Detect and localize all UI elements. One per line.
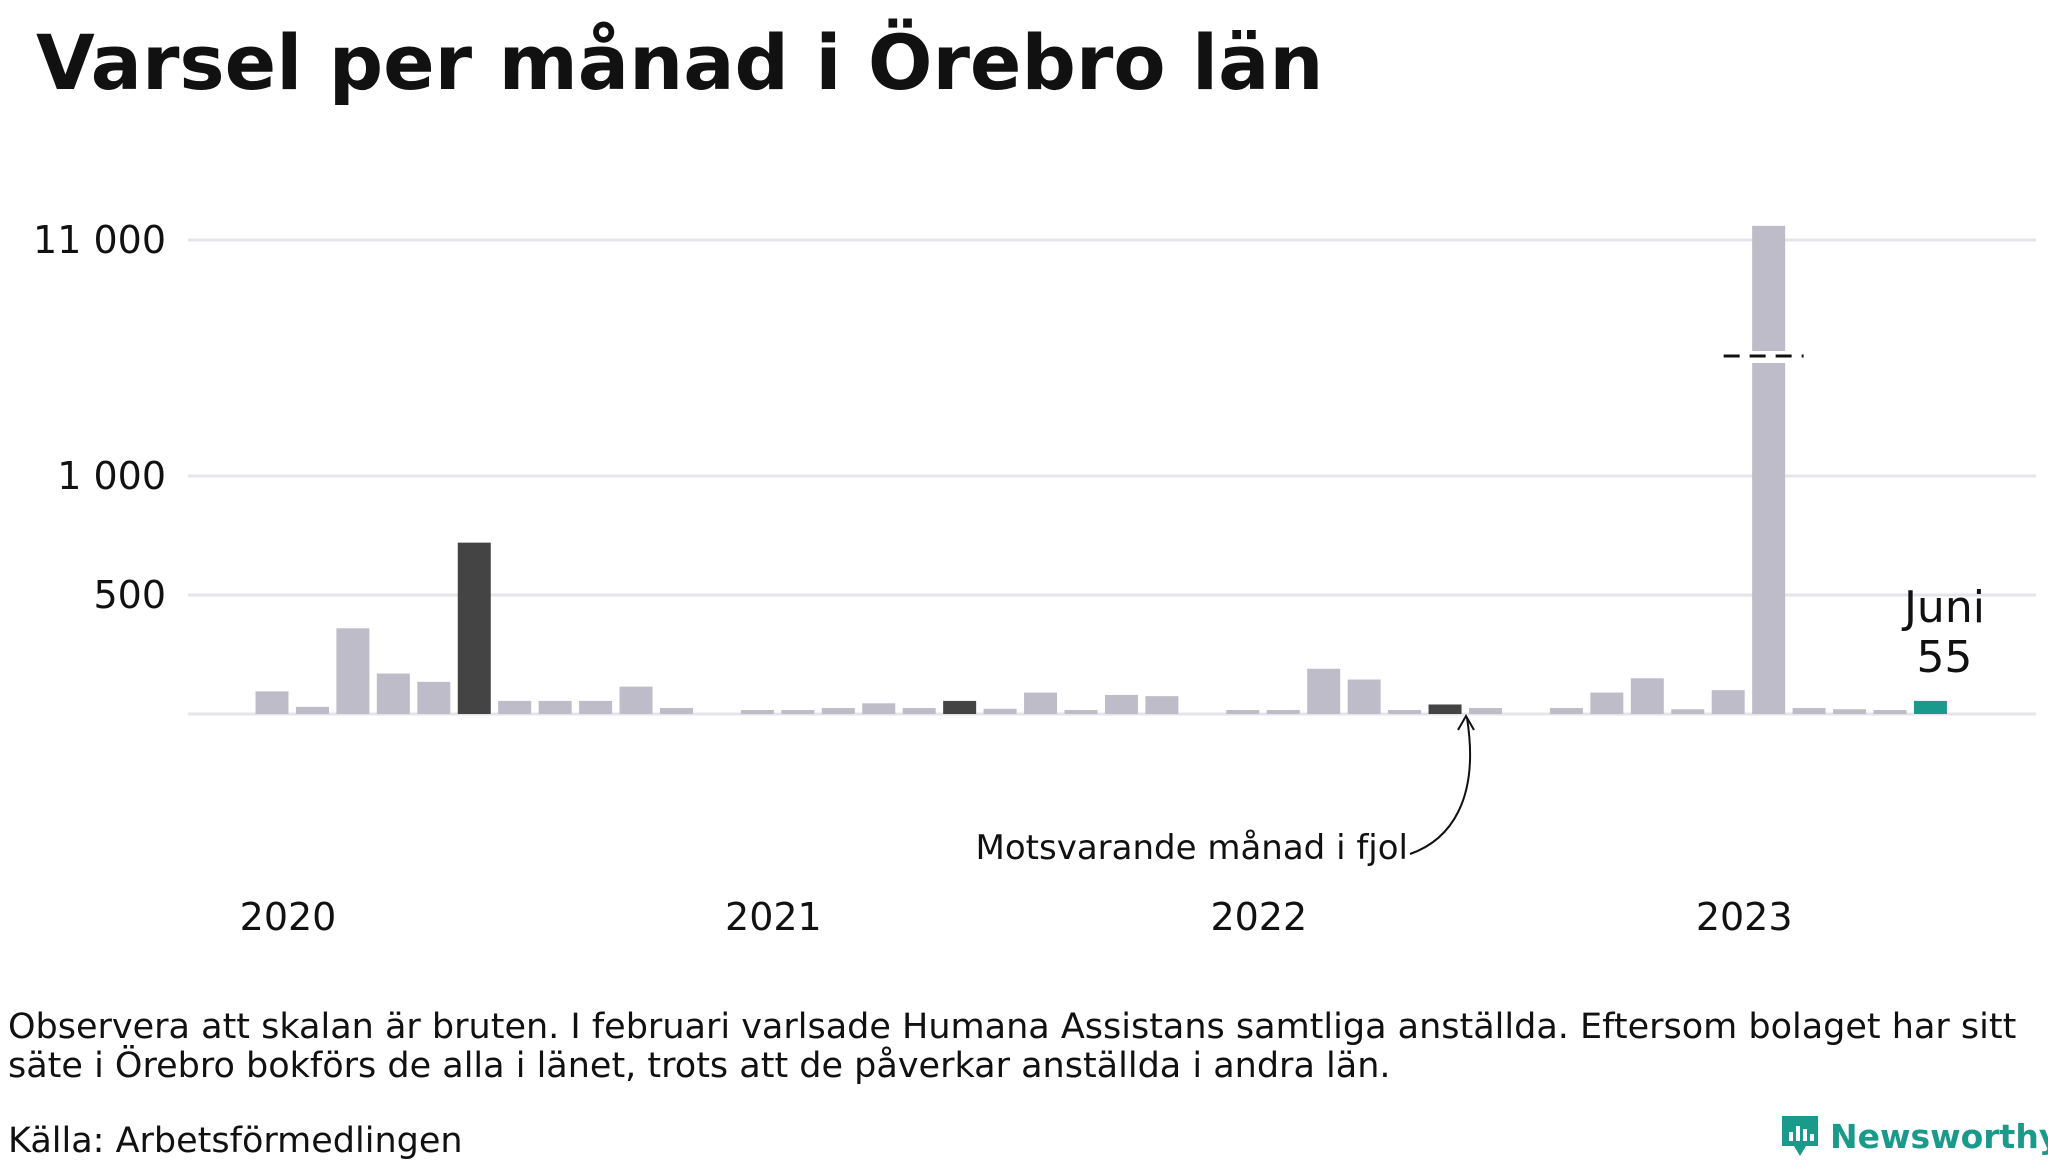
bar-2021-07: [983, 708, 1017, 714]
bar-2022-07: [1469, 708, 1502, 714]
bar-2022-12: [1671, 709, 1705, 714]
bar-2021-03: [821, 708, 855, 714]
bar-2021-09: [1064, 710, 1098, 714]
x-tick-label: 2022: [1210, 895, 1307, 939]
bar-2022-06: [1428, 704, 1462, 714]
bar-2023-05: [1873, 710, 1907, 714]
y-axis-ticks: 500 1 000 11 000: [33, 218, 166, 617]
y-tick-label: 500: [93, 573, 166, 617]
bar-2022-04: [1347, 679, 1381, 714]
bar-2022-09: [1549, 708, 1583, 714]
newsworthy-logo-text: Newsworthy: [1830, 1116, 2048, 1156]
bar-2021-08: [1024, 692, 1058, 714]
bars: [255, 225, 1947, 714]
bar-2021-04: [862, 703, 896, 714]
bar-2020-06: [457, 542, 491, 714]
bar-2021-01: [740, 710, 774, 714]
bar-2022-01: [1226, 710, 1260, 714]
y-tick-label: 11 000: [33, 218, 166, 262]
bar-2021-02: [781, 710, 815, 714]
footnote: Observera att skalan är bruten. I februa…: [8, 1007, 2017, 1086]
bar-2021-06: [943, 700, 977, 714]
bar-2020-03: [336, 628, 370, 714]
scale-break: [1723, 351, 1804, 363]
bar-2020-02: [295, 706, 329, 714]
chart-title: Varsel per månad i Örebro län: [36, 18, 1324, 107]
bar-2022-05: [1388, 710, 1422, 714]
bar-2020-10: [619, 686, 653, 714]
bar-2020-01: [255, 691, 289, 714]
bar-2023-06: [1913, 700, 1947, 714]
scale-break-gap: [1750, 351, 1788, 363]
bar-2020-04: [376, 673, 410, 714]
annotation-current-value: 55: [1916, 632, 1972, 683]
bar-2021-10: [1104, 694, 1138, 714]
y-tick-label: 1 000: [57, 454, 166, 498]
x-tick-label: 2020: [240, 895, 337, 939]
bar-2021-11: [1145, 696, 1179, 714]
annotation-last-year: Motsvarande månad i fjol: [976, 828, 1408, 868]
bar-2023-02: [1752, 225, 1786, 714]
bar-chart: 500 1 000 11 000 2020 2021 2022 2023 Motsvara…: [33, 218, 2036, 939]
x-axis-ticks: 2020 2021 2022 2023: [240, 895, 1793, 939]
bar-2021-05: [902, 708, 936, 714]
bar-2020-05: [417, 681, 451, 714]
bar-2022-10: [1590, 692, 1624, 714]
source-credit: Källa: Arbetsförmedlingen: [8, 1121, 463, 1161]
bar-2023-04: [1833, 709, 1867, 714]
annotation-current-month: Juni: [1901, 582, 1985, 633]
bar-2022-03: [1307, 668, 1341, 714]
annotation-arrow-head: [1457, 713, 1475, 731]
x-tick-label: 2021: [725, 895, 822, 939]
annotation-arrow: [1409, 717, 1472, 855]
x-tick-label: 2023: [1696, 895, 1793, 939]
bar-2020-09: [579, 700, 613, 714]
bar-2023-03: [1792, 708, 1826, 714]
bar-2020-08: [538, 700, 572, 714]
newsworthy-logo: Newsworthy: [1780, 1112, 2048, 1160]
bar-2020-07: [498, 700, 532, 714]
bar-2020-11: [660, 708, 693, 714]
bar-2022-02: [1266, 710, 1300, 714]
newsworthy-logo-icon: [1782, 1116, 1818, 1156]
bar-2023-01: [1711, 690, 1745, 714]
bar-2022-11: [1630, 678, 1664, 714]
